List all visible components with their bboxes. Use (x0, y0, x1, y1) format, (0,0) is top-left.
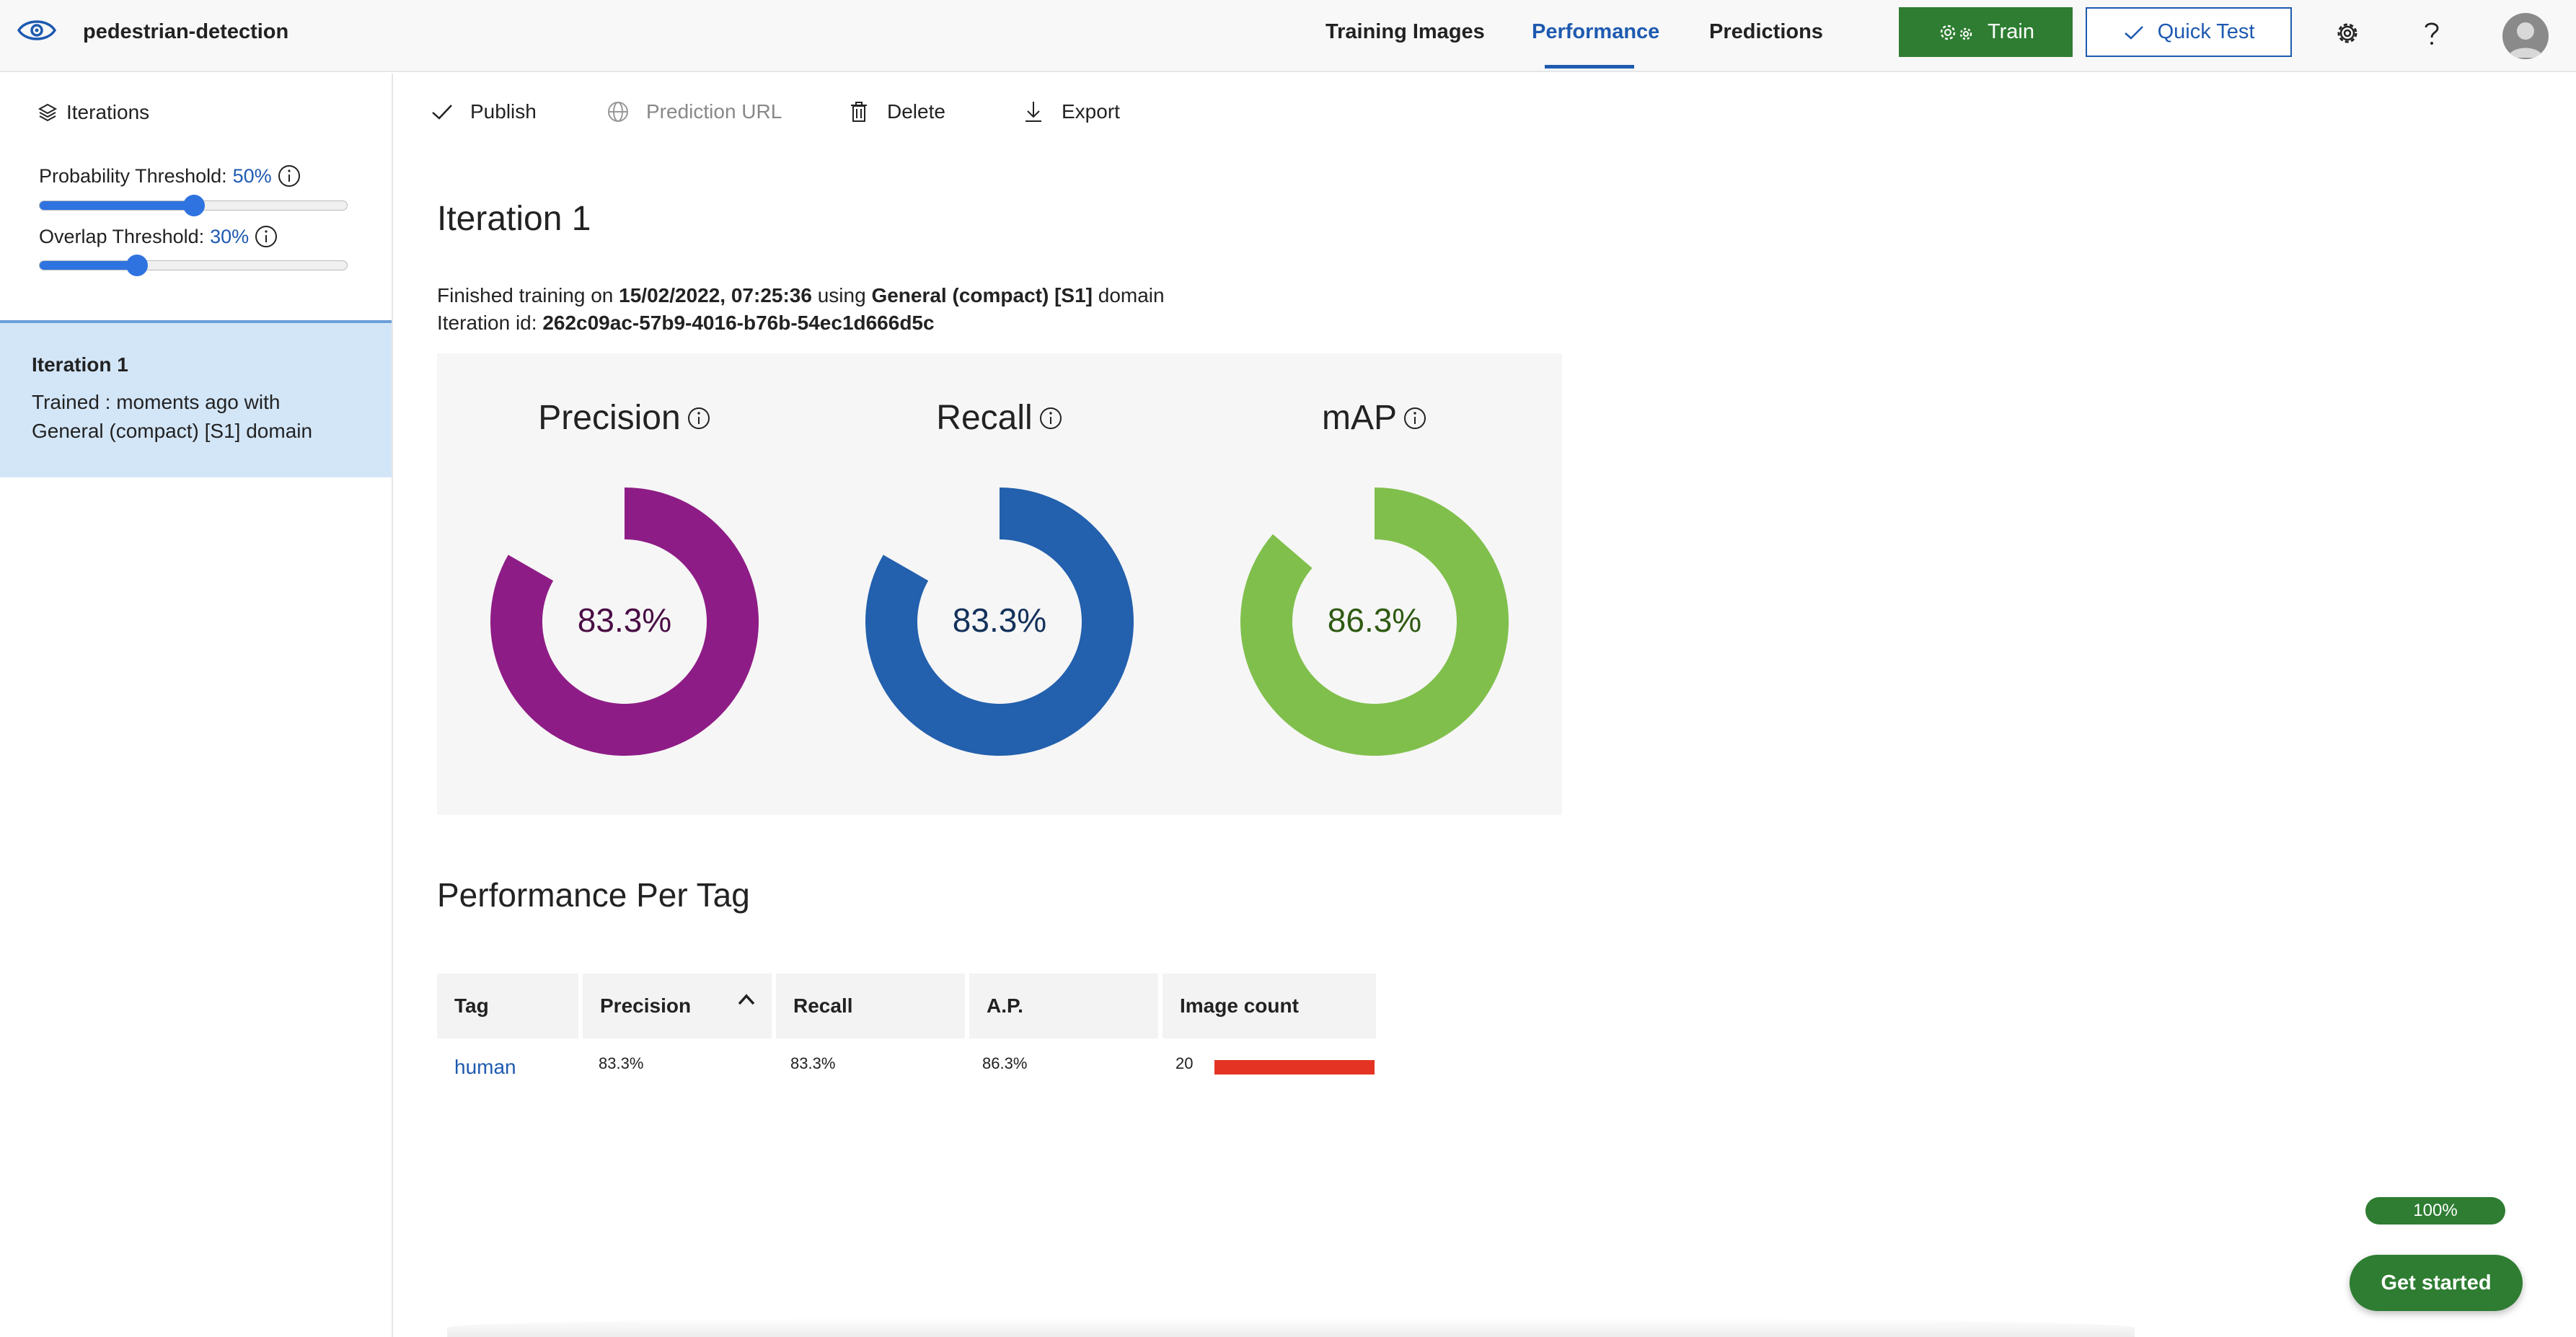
quick-test-label: Quick Test (2157, 20, 2255, 43)
finished-domain: General (compact) [S1] (871, 284, 1093, 306)
overlap-slider-fill (40, 261, 136, 270)
overlap-threshold-value: 30% (210, 225, 250, 247)
map-metric: mAP 86.3% (1187, 353, 1562, 815)
image-count-bar (1214, 1060, 1375, 1075)
column-header-tag[interactable]: Tag (437, 974, 578, 1038)
finished-prefix: Finished training on (437, 284, 619, 306)
info-icon[interactable] (1403, 406, 1427, 431)
overlap-slider-thumb[interactable] (126, 255, 148, 276)
tab-predictions[interactable]: Predictions (1709, 20, 1823, 43)
precision-title: Precision (538, 399, 681, 437)
globe-icon (608, 102, 628, 122)
finished-suffix: domain (1092, 284, 1165, 306)
avatar[interactable] (2502, 13, 2549, 59)
iteration-description: Trained : moments ago with (32, 391, 281, 413)
eye-logo-icon[interactable] (16, 13, 58, 48)
info-icon[interactable] (1038, 406, 1063, 431)
get-started-button[interactable]: Get started (2350, 1255, 2523, 1311)
map-value: 86.3% (1328, 601, 1421, 639)
overlap-threshold-text: Overlap Threshold: (39, 225, 205, 247)
precision-value: 83.3% (578, 601, 671, 639)
column-header-recall[interactable]: Recall (776, 974, 965, 1038)
finished-mid: using (811, 284, 872, 306)
recall-value: 83.3% (953, 601, 1046, 639)
probability-threshold-label: Probability Threshold: 50% (39, 164, 301, 187)
active-tab-indicator (1545, 65, 1634, 69)
iteration-name: Iteration 1 (32, 353, 128, 376)
metrics-panel: Precision 83.3% Recall 83.3% (437, 353, 1562, 815)
info-icon[interactable] (255, 225, 278, 248)
iterations-title: Iterations (66, 101, 150, 123)
info-icon[interactable] (278, 164, 301, 187)
overlap-threshold-label: Overlap Threshold: 30% (39, 225, 278, 248)
precision-cell: 83.3% (599, 1054, 644, 1072)
train-button[interactable]: Train (1899, 7, 2073, 57)
export-label: Export (1062, 100, 1120, 123)
recall-cell: 83.3% (790, 1054, 836, 1072)
tag-link[interactable]: human (454, 1056, 516, 1078)
iteration-list-item[interactable]: Iteration 1 Trained : moments ago with G… (0, 320, 392, 477)
finished-date: 15/02/2022, 07:25:36 (619, 284, 812, 306)
column-header-ap[interactable]: A.P. (969, 974, 1158, 1038)
iterations-header: Iterations (38, 101, 149, 124)
recall-title: Recall (936, 399, 1033, 437)
recall-donut: 83.3% (865, 487, 1134, 756)
export-button[interactable]: Export (1021, 100, 1120, 124)
column-header-image-count[interactable]: Image count (1163, 974, 1376, 1038)
precision-donut: 83.3% (490, 487, 759, 756)
probability-threshold-value: 50% (232, 164, 272, 187)
probability-slider-fill (40, 201, 194, 210)
map-donut: 86.3% (1240, 487, 1509, 756)
train-label: Train (1988, 20, 2034, 43)
check-icon (2124, 25, 2143, 40)
publish-label: Publish (470, 100, 537, 123)
quick-test-button[interactable]: Quick Test (2086, 7, 2292, 57)
check-icon (432, 105, 452, 120)
top-bar: pedestrian-detection Training Images Per… (0, 0, 2576, 72)
onboarding-progress: 100% (2365, 1197, 2505, 1225)
precision-column-label: Precision (600, 994, 692, 1017)
iteration-domain: General (compact) [S1] domain (32, 420, 313, 442)
ap-cell: 86.3% (982, 1054, 1028, 1072)
column-header-precision[interactable]: Precision (583, 974, 772, 1038)
sidebar: Iterations Probability Threshold: 50% Ov… (0, 74, 393, 1337)
gear-icon[interactable] (2332, 17, 2363, 49)
bottom-panel-shadow (447, 1317, 2135, 1337)
project-name[interactable]: pedestrian-detection (83, 20, 289, 43)
sort-ascending-icon (738, 994, 755, 1005)
download-icon (1025, 102, 1041, 122)
recall-arc (865, 487, 1134, 756)
prediction-url-label: Prediction URL (646, 100, 782, 123)
performance-per-tag-title: Performance Per Tag (437, 876, 750, 914)
delete-label: Delete (887, 100, 945, 123)
probability-slider-thumb[interactable] (183, 195, 205, 216)
precision-metric: Precision 83.3% (437, 353, 812, 815)
delete-button[interactable]: Delete (847, 100, 945, 124)
precision-arc (490, 487, 759, 756)
iteration-id-label: Iteration id: (437, 312, 543, 334)
tab-training-images[interactable]: Training Images (1326, 20, 1485, 43)
overlap-slider[interactable] (39, 255, 348, 276)
tab-performance[interactable]: Performance (1532, 20, 1660, 43)
prediction-url-button[interactable]: Prediction URL (606, 100, 782, 124)
iteration-id-value: 262c09ac-57b9-4016-b76b-54ec1d666d5c (542, 312, 935, 334)
page-title: Iteration 1 (437, 200, 591, 238)
user-icon (2508, 22, 2543, 58)
probability-threshold-text: Probability Threshold: (39, 164, 227, 187)
help-icon[interactable] (2416, 17, 2448, 49)
image-count-cell: 20 (1175, 1054, 1194, 1072)
training-summary: Finished training on 15/02/2022, 07:25:3… (437, 284, 1165, 307)
map-title: mAP (1321, 399, 1397, 437)
trash-icon (851, 102, 867, 122)
publish-button[interactable]: Publish (430, 100, 537, 124)
map-arc (1240, 487, 1509, 756)
gears-icon (1940, 25, 1972, 40)
iteration-id: Iteration id: 262c09ac-57b9-4016-b76b-54… (437, 312, 935, 335)
probability-slider[interactable] (39, 195, 348, 216)
layers-icon (38, 103, 58, 122)
recall-metric: Recall 83.3% (812, 353, 1187, 815)
info-icon[interactable] (687, 406, 711, 431)
